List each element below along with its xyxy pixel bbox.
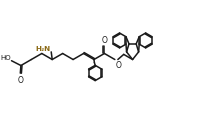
Text: O: O: [115, 60, 121, 69]
Text: H₂N: H₂N: [35, 45, 50, 51]
Text: O: O: [17, 75, 23, 84]
Text: HO: HO: [0, 54, 11, 60]
Text: O: O: [101, 36, 107, 45]
